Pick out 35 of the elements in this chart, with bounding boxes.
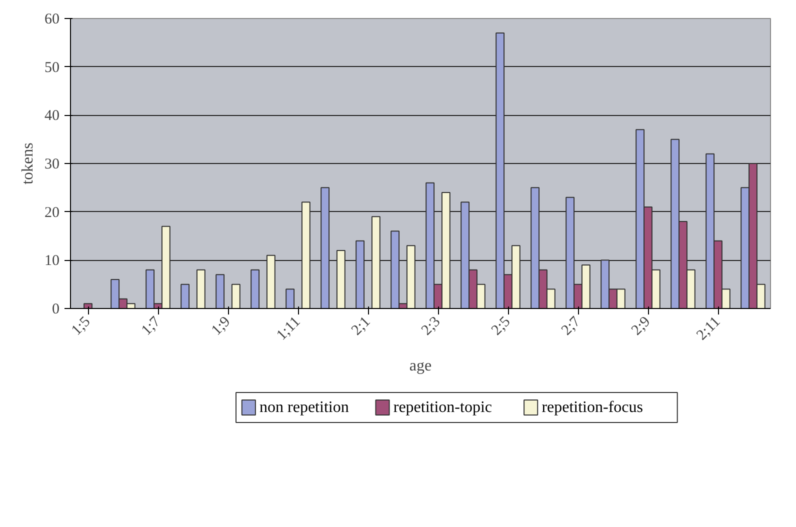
x-tick-label: 1;5 [68, 314, 94, 339]
legend-label: repetition-focus [542, 399, 643, 416]
x-tick-label: 2;5 [488, 314, 514, 339]
bar [250, 269, 260, 308]
bar [336, 250, 346, 308]
x-tick-label: 2;1 [348, 314, 374, 339]
x-tick-label: 1;7 [138, 313, 164, 339]
x-tick-label: 2;9 [628, 314, 654, 339]
bar [84, 303, 92, 308]
legend-label: repetition-topic [393, 399, 492, 416]
y-tick-label: 60 [44, 12, 60, 28]
x-tick-label: 1;9 [208, 314, 234, 339]
bar [371, 216, 380, 308]
y-tick-label: 0 [52, 302, 60, 318]
y-tick-label: 30 [44, 156, 60, 172]
bar [320, 187, 330, 308]
x-tick-label: 1;11 [274, 314, 304, 344]
bar [231, 284, 240, 308]
x-axis-title: age [409, 357, 432, 374]
y-tick-label: 10 [44, 253, 60, 270]
bar [301, 202, 310, 308]
x-tick-label: 2;11 [694, 314, 724, 344]
bar [216, 274, 225, 308]
x-tick-label: 2;3 [418, 314, 444, 339]
y-tick-label: 40 [44, 108, 60, 124]
bar [180, 284, 190, 308]
bar [356, 240, 365, 308]
y-axis-title: tokens [20, 142, 36, 184]
bar [266, 254, 276, 308]
y-tick-label: 20 [44, 204, 60, 221]
y-tick-label: 50 [44, 60, 60, 76]
bar [196, 269, 206, 308]
x-tick-label: 2;7 [558, 313, 584, 339]
bar [286, 288, 295, 308]
legend-label: non repetition [260, 399, 349, 416]
